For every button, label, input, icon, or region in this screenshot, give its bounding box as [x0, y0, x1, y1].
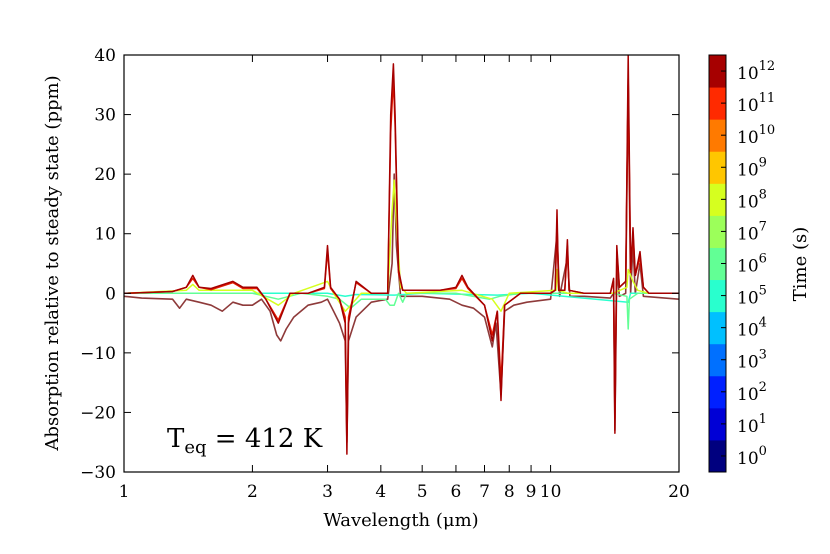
- teq-annotation-subscript: eq: [184, 437, 206, 458]
- x-tick-label: 4: [375, 482, 386, 502]
- y-tick-label: 10: [94, 225, 116, 245]
- plot-background: [124, 55, 679, 472]
- colorbar-label: Time (s): [790, 227, 811, 302]
- y-tick-label: −30: [80, 463, 116, 483]
- colorbar-tick-label: 1011: [737, 91, 775, 116]
- y-tick-label: −20: [80, 403, 116, 423]
- x-tick-label: 8: [504, 482, 515, 502]
- colorbar-segment: [709, 279, 726, 313]
- plot-frame: [123, 54, 680, 473]
- teq-annotation-value: = 412 K: [207, 424, 323, 454]
- series-line-0: [124, 55, 679, 455]
- colorbar-segment: [709, 343, 726, 377]
- colorbar: 100 101 102 103 104 105 106 107 108 109 1010 1011 10…: [708, 54, 775, 473]
- y-axis-ticks: 40 30 20 10 0 −10 −20 −30: [80, 46, 679, 483]
- y-tick-label: 40: [94, 46, 116, 66]
- series-layer: [124, 55, 679, 455]
- colorbar-tick-label: 104: [737, 316, 767, 341]
- y-tick-label: 20: [94, 165, 116, 185]
- colorbar-segment: [709, 439, 726, 473]
- colorbar-segment: [709, 87, 726, 120]
- colorbar-segment: [709, 119, 726, 152]
- y-tick-label: 0: [105, 284, 116, 304]
- colorbar-tick-label: 100: [737, 444, 767, 469]
- colorbar-segment: [709, 55, 726, 88]
- colorbar-tick-label: 105: [737, 284, 767, 309]
- x-tick-label: 5: [417, 482, 428, 502]
- colorbar-segment: [709, 375, 726, 409]
- colorbar-segment: [709, 151, 726, 184]
- x-axis-ticks: 1 2 3 4 5 6 7 8 9 10 20: [119, 55, 690, 502]
- colorbar-segment: [709, 407, 726, 441]
- colorbar-tick-label: 103: [737, 348, 767, 373]
- y-tick-label: 30: [94, 106, 116, 126]
- x-axis-label: Wavelength (μm): [323, 510, 478, 531]
- y-axis-label: Absorption relative to steady state (ppm…: [42, 75, 63, 451]
- x-tick-label: 3: [322, 482, 333, 502]
- y-tick-label: −10: [80, 344, 116, 364]
- x-tick-label: 1: [119, 482, 130, 502]
- colorbar-segment: [709, 215, 726, 248]
- colorbar-tick-label: 101: [737, 412, 767, 437]
- x-tick-label: 9: [526, 482, 537, 502]
- x-tick-label: 20: [668, 482, 690, 502]
- colorbar-tick-label: 102: [737, 380, 767, 405]
- teq-annotation-main: T: [167, 424, 185, 454]
- colorbar-segment: [709, 311, 726, 345]
- colorbar-tick-label: 106: [737, 252, 767, 277]
- teq-annotation: Teq = 412 K: [167, 424, 323, 458]
- colorbar-tick-label: 109: [737, 155, 767, 180]
- colorbar-tick-label: 1010: [737, 123, 775, 148]
- x-tick-label: 10: [540, 482, 562, 502]
- series-line-2: [124, 179, 679, 312]
- colorbar-segment: [709, 183, 726, 216]
- x-tick-label: 2: [247, 482, 258, 502]
- colorbar-tick-label: 107: [737, 219, 767, 244]
- colorbar-tick-label: 1012: [737, 59, 775, 84]
- x-tick-label: 7: [479, 482, 490, 502]
- x-tick-label: 6: [451, 482, 462, 502]
- colorbar-segment: [709, 247, 726, 281]
- colorbar-tick-label: 108: [737, 187, 767, 212]
